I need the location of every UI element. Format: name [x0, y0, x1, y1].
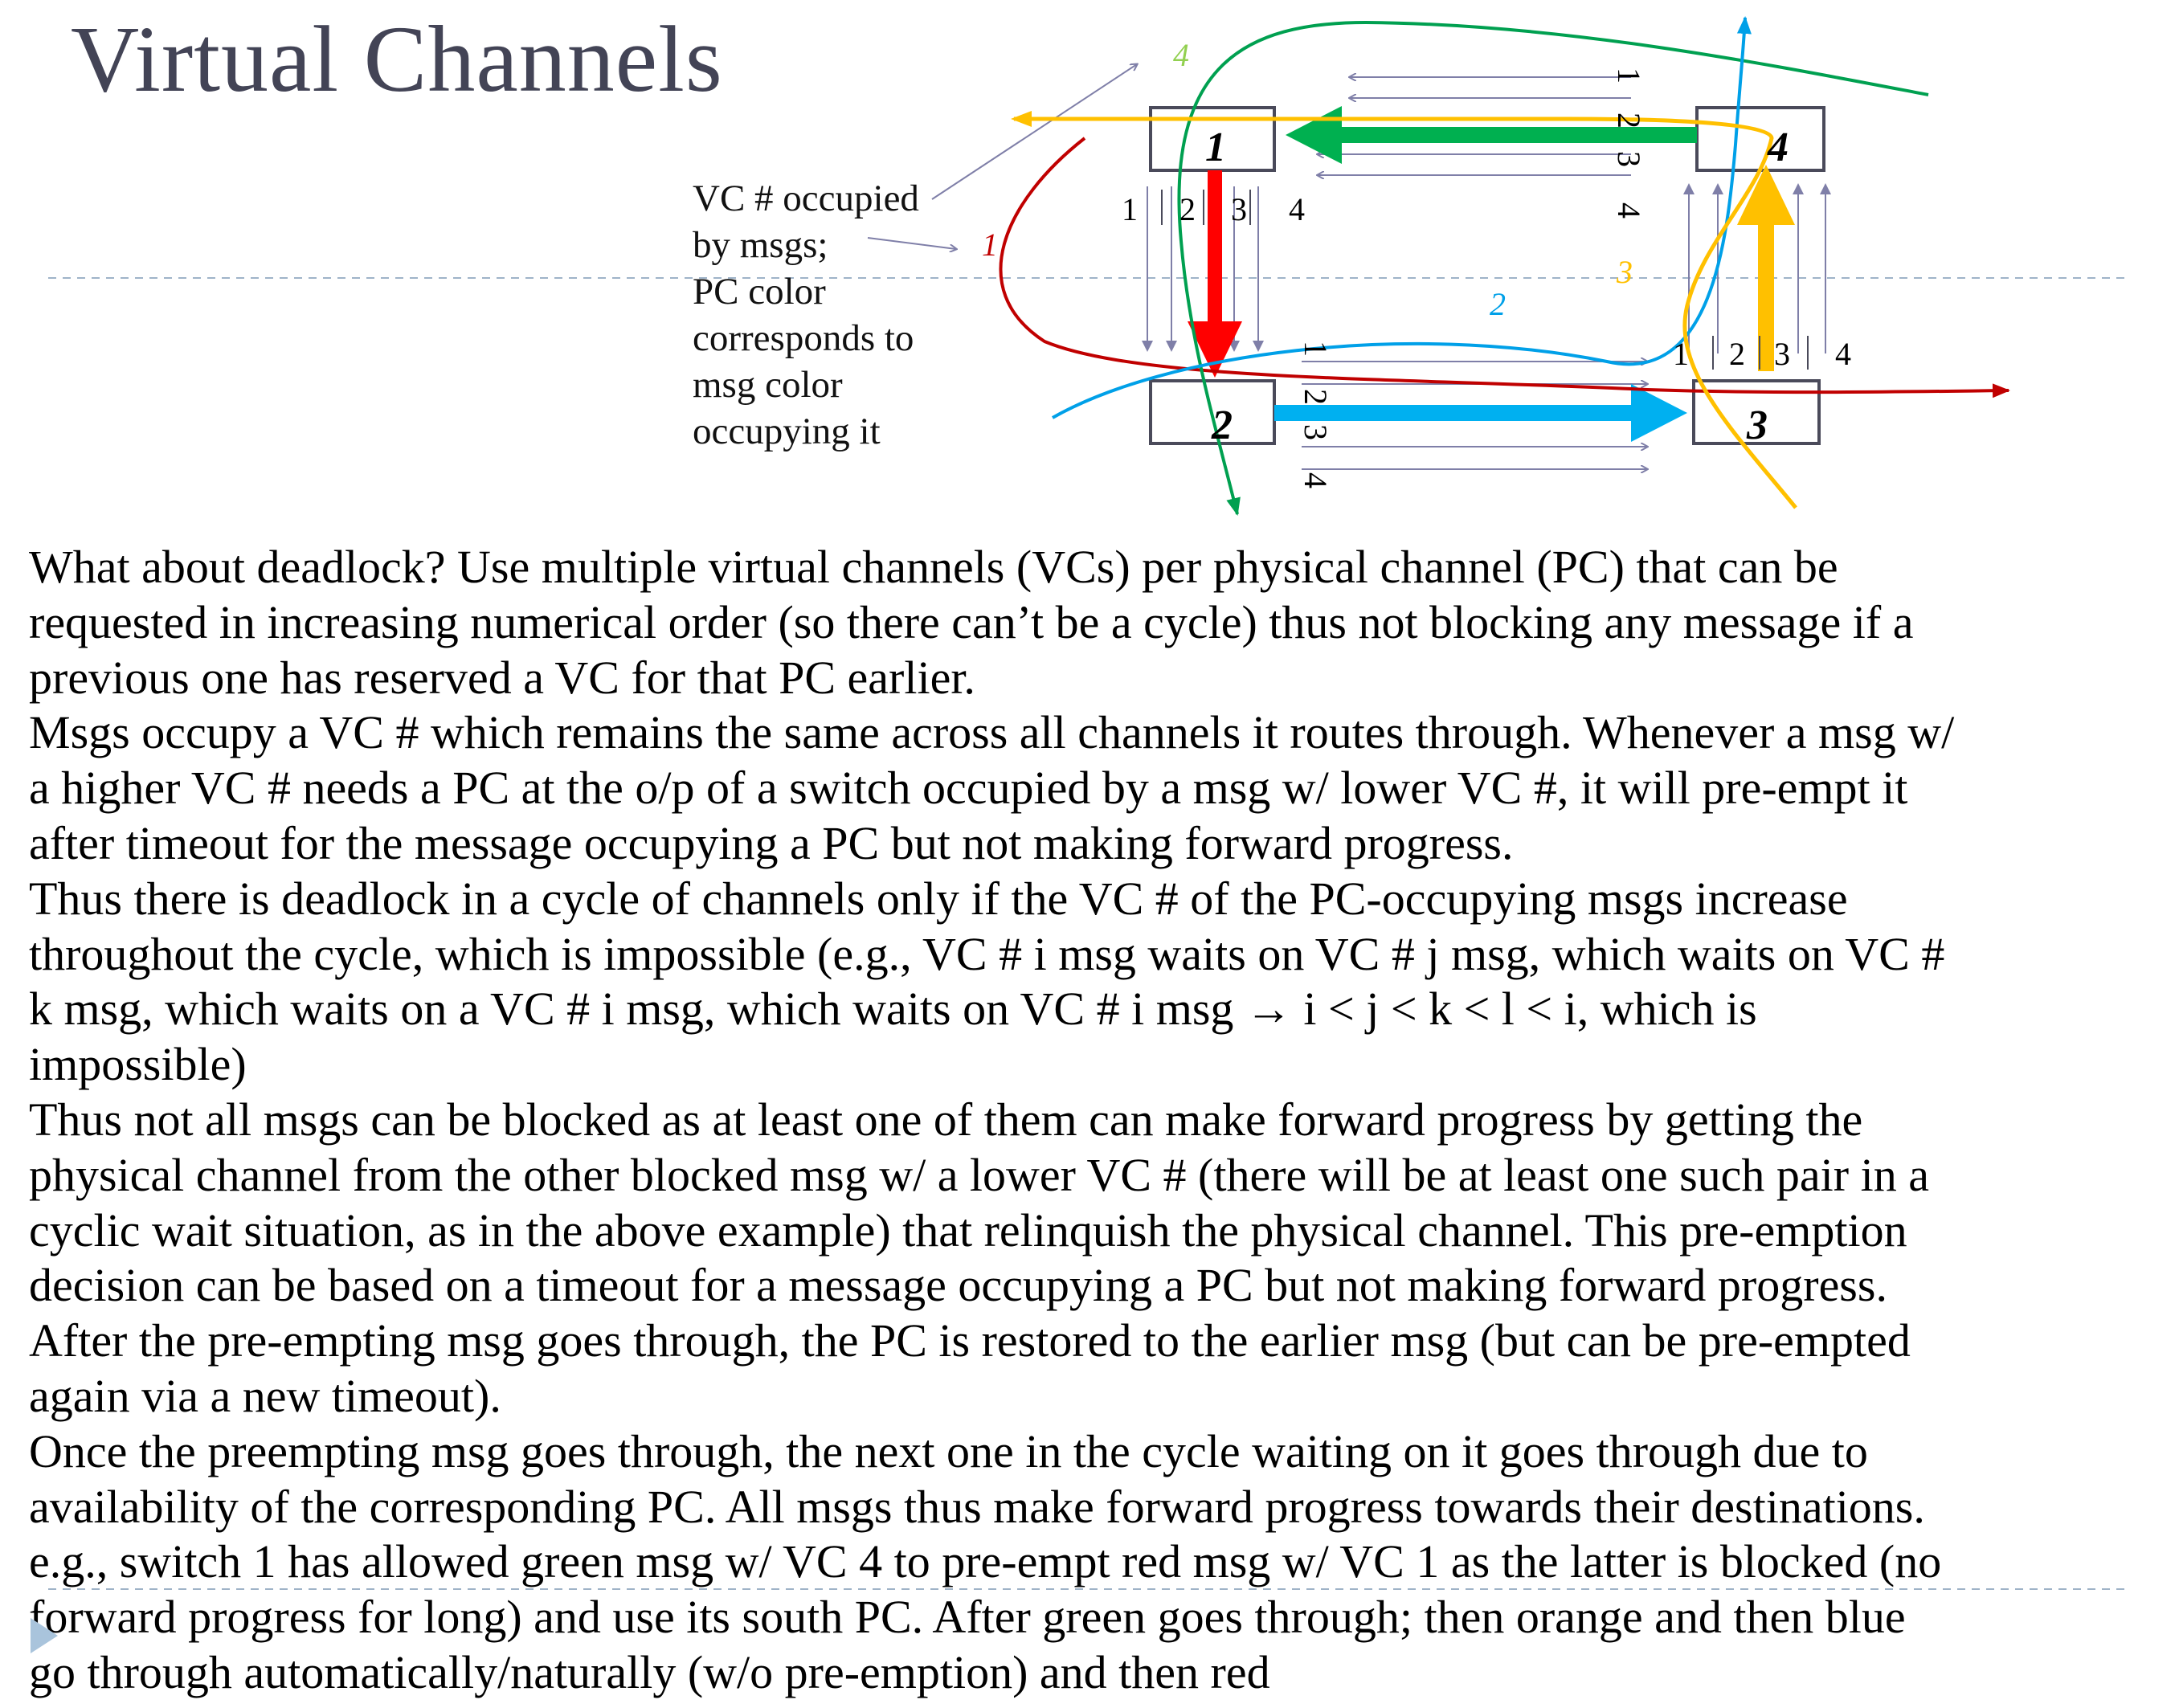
vc-label: 2 [1298, 389, 1334, 405]
switch-1-label: 1 [1205, 125, 1226, 170]
vc-channels-north [1318, 77, 1631, 175]
body-line: Msgs occupy a VC # which remains the sam… [29, 705, 2166, 761]
vc-label: 3 [1611, 151, 1647, 167]
body-line: physical channel from the other blocked … [29, 1148, 2166, 1203]
body-line: e.g., switch 1 has allowed green msg w/ … [29, 1534, 2166, 1590]
legend-line: by msgs; [693, 222, 919, 268]
pc-south-blue [1274, 384, 1687, 442]
vc-label: 4 [1835, 336, 1851, 372]
red-message-vc-label: 1 [982, 227, 998, 263]
body-text: What about deadlock? Use multiple virtua… [29, 540, 2166, 1701]
vc-label: 4 [1289, 191, 1305, 227]
body-line: forward progress for long) and use its s… [29, 1590, 2166, 1645]
body-line: Once the preempting msg goes through, th… [29, 1424, 2166, 1480]
vc-label: 2 [1729, 336, 1745, 372]
vc-label: 1 [1122, 191, 1138, 227]
legend-line: corresponds to [693, 315, 919, 362]
vc-label: 4 [1298, 472, 1334, 488]
legend-line: PC color [693, 268, 919, 315]
vc-label: 3 [1231, 191, 1247, 227]
switch-4 [1697, 108, 1824, 170]
vc-label: 1 [1611, 67, 1647, 84]
switch-2-label: 2 [1211, 402, 1233, 448]
body-line: Thus there is deadlock in a cycle of cha… [29, 872, 2166, 927]
legend-line: msg color [693, 362, 919, 408]
vc-label: 1 [1298, 341, 1334, 357]
body-line: go through automatically/naturally (w/o … [29, 1645, 2166, 1701]
body-line: After the pre-empting msg goes through, … [29, 1314, 2166, 1369]
switch-3-label: 3 [1746, 402, 1768, 448]
body-line: Thus not all msgs can be blocked as at l… [29, 1093, 2166, 1148]
body-line: k msg, which waits on a VC # i msg, whic… [29, 982, 2166, 1037]
green-message-vc-label: 4 [1173, 37, 1189, 73]
switch-4-label: 4 [1767, 125, 1789, 170]
orange-message-vc-label: 3 [1616, 254, 1633, 290]
body-line: after timeout for the message occupying … [29, 816, 2166, 872]
body-line: What about deadlock? Use multiple virtua… [29, 540, 2166, 595]
vc-label: 3 [1298, 424, 1334, 440]
red-message-path [1000, 138, 2009, 392]
vc-label-dividers-east [1713, 336, 1808, 370]
body-line: cyclic wait situation, as in the above e… [29, 1203, 2166, 1259]
body-line: availability of the corresponding PC. Al… [29, 1480, 2166, 1535]
legend-line: VC # occupied [693, 175, 919, 222]
body-line: again via a new timeout). [29, 1369, 2166, 1424]
body-line: impossible) [29, 1037, 2166, 1093]
vc-label: 1 [1673, 336, 1689, 372]
vc-label: 3 [1774, 336, 1790, 372]
body-line: throughout the cycle, which is impossibl… [29, 927, 2166, 983]
body-line: a higher VC # needs a PC at the o/p of a… [29, 761, 2166, 816]
body-line: requested in increasing numerical order … [29, 595, 2166, 651]
orange-message-path [1014, 119, 1796, 508]
blue-message-vc-label: 2 [1490, 286, 1506, 322]
vc-label: 2 [1179, 191, 1196, 227]
legend-line: occupying it [693, 408, 919, 455]
vc-label: 2 [1611, 112, 1647, 129]
network-diagram: 1 2 3 4 1 4 2 3 1 2 3 4 1 2 3 4 [0, 0, 2179, 546]
body-line: previous one has reserved a VC for that … [29, 651, 2166, 706]
diagram-legend: VC # occupied by msgs; PC color correspo… [693, 175, 919, 455]
play-icon [29, 1616, 61, 1655]
vc-label: 4 [1611, 202, 1647, 219]
body-line: decision can be based on a timeout for a… [29, 1258, 2166, 1314]
